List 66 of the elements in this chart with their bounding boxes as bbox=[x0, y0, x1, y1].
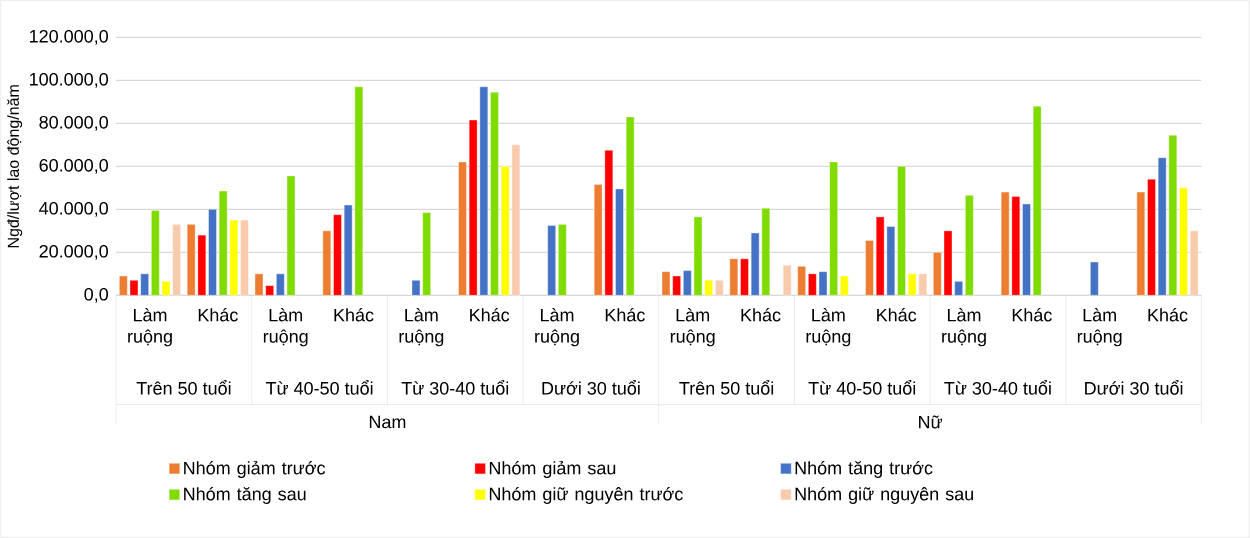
bar bbox=[1032, 105, 1042, 296]
bar bbox=[208, 209, 217, 296]
legend-label: Nhóm giảm trước bbox=[184, 460, 326, 479]
bar bbox=[240, 219, 249, 296]
bar bbox=[1147, 179, 1156, 296]
x-tick-label: Làm ruộng bbox=[263, 308, 308, 347]
bar bbox=[1179, 187, 1188, 296]
text: Dưới 30 tuổi bbox=[542, 379, 640, 395]
y-tick-label: 0,0 bbox=[84, 287, 109, 303]
bar bbox=[1189, 230, 1199, 296]
bar bbox=[965, 195, 974, 296]
x-tick-label: Làm ruộng bbox=[670, 308, 715, 347]
legend-label: Nhóm tăng trước bbox=[795, 460, 933, 478]
text: Trên 50 tuổi bbox=[679, 379, 774, 395]
x-tick-label: Khác bbox=[334, 308, 374, 322]
bar bbox=[797, 266, 806, 296]
text: Từ 40-50 tuổi bbox=[265, 379, 373, 395]
text: Trên 50 tuổi bbox=[136, 379, 231, 395]
text: Nữ bbox=[919, 415, 943, 429]
bar bbox=[840, 275, 849, 296]
text: Từ 30-40 tuổi bbox=[401, 379, 509, 395]
text: Dưới 30 tuổi bbox=[1085, 379, 1183, 395]
legend-label: Nhóm giảm sau bbox=[489, 460, 616, 479]
bar bbox=[740, 258, 749, 296]
x-tick-label: Khác bbox=[605, 308, 645, 322]
y-tick-label: 120.000,0 bbox=[30, 29, 108, 45]
text: Nam bbox=[369, 415, 406, 429]
legend-label: Nhóm tăng sau bbox=[184, 486, 306, 504]
legend-label: Nhóm giữ nguyên sau bbox=[795, 486, 974, 504]
bar bbox=[458, 161, 467, 296]
bar bbox=[715, 280, 724, 296]
y-tick-label: 80.000,0 bbox=[39, 115, 108, 131]
bar bbox=[490, 91, 499, 296]
x-tick-label: Khác bbox=[877, 308, 917, 322]
bar bbox=[1090, 261, 1099, 296]
x-tick-label: Làm ruộng bbox=[399, 308, 444, 347]
bar bbox=[897, 166, 906, 296]
x-tick-label: Làm ruộng bbox=[128, 308, 172, 347]
text: Từ 30-40 tuổi bbox=[944, 379, 1051, 395]
y-axis-title: Ngđ/lượt lao động/năm bbox=[7, 85, 23, 248]
bar bbox=[547, 225, 556, 296]
x-tick-label: Làm ruộng bbox=[535, 308, 579, 347]
y-tick-label: 60.000,0 bbox=[39, 158, 108, 174]
bar bbox=[865, 240, 874, 296]
bar bbox=[615, 188, 624, 296]
x-tick-label: Làm ruộng bbox=[806, 308, 851, 347]
x-tick-label: Khác bbox=[1012, 308, 1052, 322]
y-tick-label: 40.000,0 bbox=[39, 201, 108, 217]
bar bbox=[625, 116, 635, 296]
legend-label: Nhóm giữ nguyên trước bbox=[489, 486, 683, 504]
text: Từ 40-50 tuổi bbox=[808, 379, 916, 395]
x-tick-label: Khác bbox=[741, 308, 781, 322]
bar bbox=[729, 258, 739, 296]
bar bbox=[558, 224, 567, 296]
y-tick-label: 20.000,0 bbox=[39, 244, 108, 260]
bar bbox=[322, 230, 332, 296]
x-tick-label: Làm ruộng bbox=[942, 308, 986, 347]
x-tick-label: Khác bbox=[470, 308, 510, 322]
bar bbox=[1136, 191, 1146, 296]
bar bbox=[782, 265, 792, 296]
bar bbox=[1022, 203, 1031, 296]
x-tick-label: Làm ruộng bbox=[1077, 308, 1122, 347]
x-tick-label: Khác bbox=[198, 308, 238, 322]
x-tick-label: Khác bbox=[1148, 308, 1188, 322]
bar bbox=[333, 214, 342, 296]
y-tick-label: 100.000,0 bbox=[30, 72, 108, 88]
